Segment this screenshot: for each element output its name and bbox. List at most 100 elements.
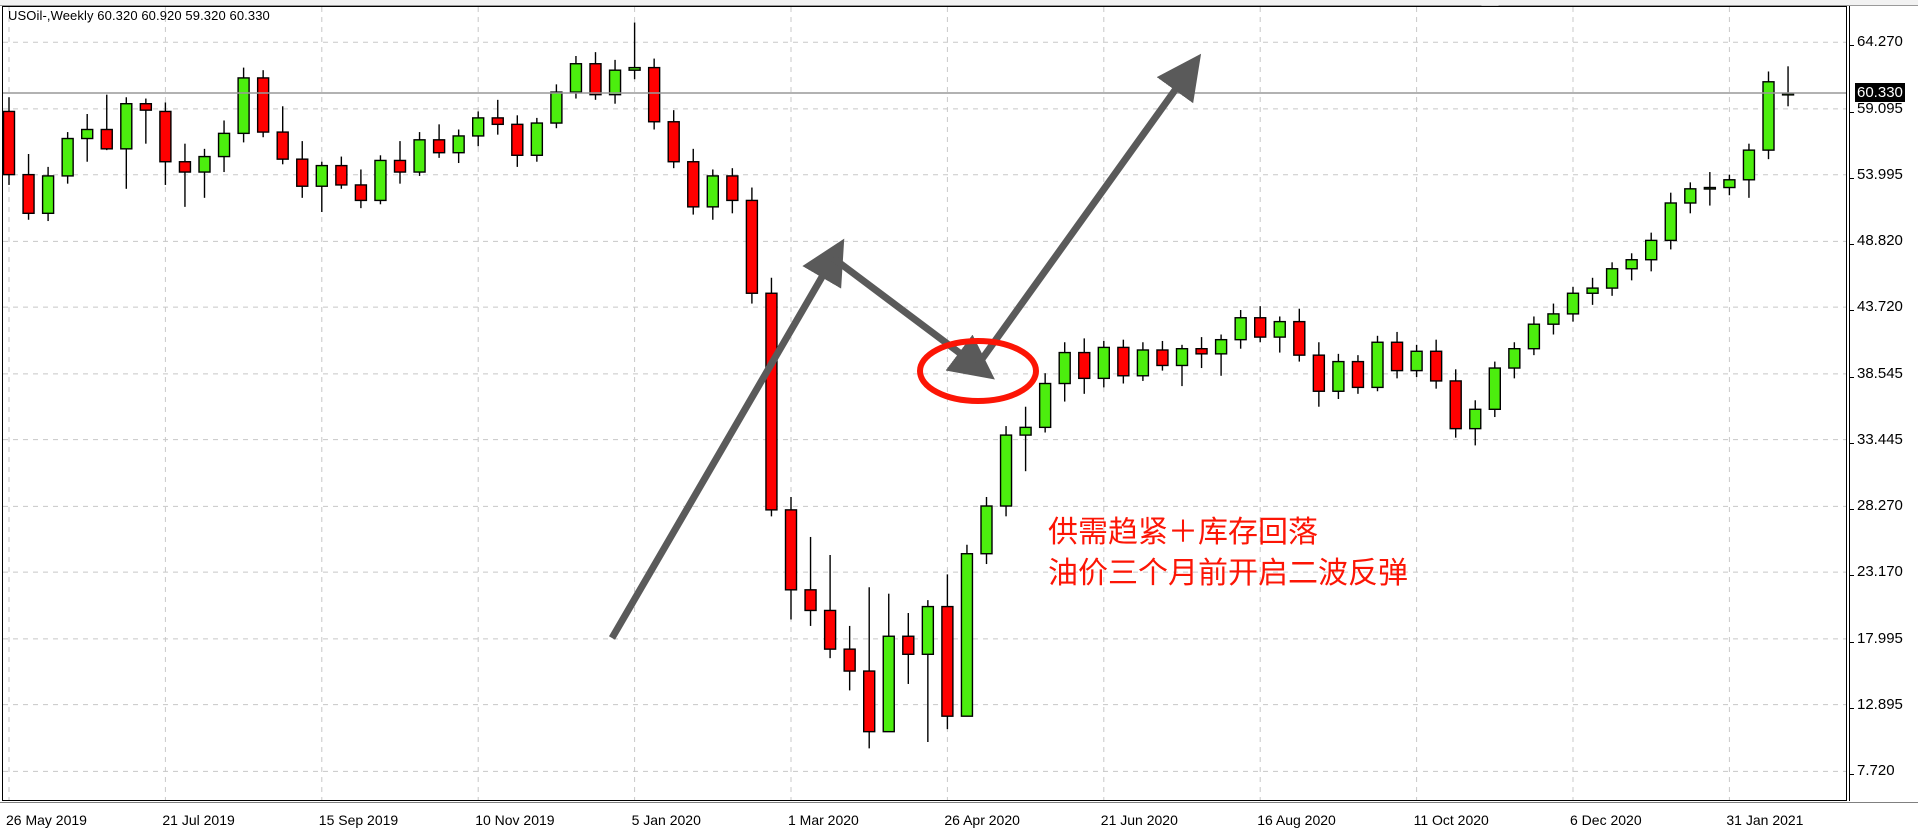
candle-body [589,63,602,96]
price-tick-label: 43.720 [1857,298,1903,316]
window-top-strip [0,0,1918,6]
candle-body [1253,317,1267,338]
price-tick-mark [1849,774,1854,776]
candle-body [882,635,895,733]
candle-body [1410,350,1423,372]
candle-body [1097,346,1111,380]
price-tick-label: 23.170 [1857,563,1903,581]
candle-body [1156,349,1169,367]
ascending-trendline[interactable] [974,53,1202,369]
candle-body [1547,313,1560,325]
current-price-label: 60.330 [1855,83,1905,102]
candle-body [80,128,94,140]
price-tick-label: 12.895 [1857,695,1903,713]
candle-body [1273,320,1286,338]
candle-body [1566,292,1580,315]
date-tick-label: 21 Jul 2019 [162,812,235,828]
candle-body [491,117,504,126]
price-tick-mark [1849,707,1854,709]
candle-body [765,292,778,511]
candle-body [843,648,856,672]
candle-body [1214,338,1228,355]
price-tick-label: 7.720 [1857,762,1895,780]
date-tick-label: 11 Oct 2020 [1413,812,1489,828]
date-tick-label: 16 Aug 2020 [1257,812,1336,828]
candle-body [941,605,954,717]
candle-body [315,164,328,187]
candle-body [1684,188,1697,204]
candle-body [1078,351,1091,380]
descending-trendline[interactable] [830,255,995,380]
price-tick-label: 17.995 [1857,629,1903,647]
price-tick-mark [1849,45,1854,47]
candle-body [1723,179,1736,189]
candle-body [1351,360,1365,389]
price-tick-mark [1849,575,1854,577]
date-tick-label: 5 Jan 2020 [631,812,701,828]
date-tick-label: 15 Sep 2019 [318,812,399,828]
candle-body [1469,408,1482,430]
candle-body [608,69,622,96]
candle-body [1175,347,1189,367]
candle-body [452,135,465,154]
candle-body [1058,351,1071,385]
candle-body [745,199,759,294]
candle-body [178,161,192,173]
candle-body [1371,341,1384,389]
symbol-header: USOil-,Weekly 60.320 60.920 59.320 60.33… [8,8,270,23]
candle-body [61,137,74,177]
date-axis[interactable]: 26 May 2019 21 Jul 2019 15 Sep 2019 10 Nov … [0,802,1918,840]
price-tick-mark [1849,509,1854,511]
price-tick-mark [1849,376,1854,378]
candle-body [41,175,55,215]
price-tick-label: 28.270 [1857,497,1903,515]
candle-body [1664,202,1677,242]
price-tick-mark [1849,111,1854,113]
candle-body [1019,426,1032,436]
date-tick-label: 31 Jan 2021 [1726,812,1804,828]
candle-body [432,139,446,154]
date-tick-label: 26 Apr 2020 [944,812,1020,828]
candle-body [1195,347,1208,355]
candle-body [1117,346,1130,377]
candle-body [980,505,993,555]
candle-body [1762,81,1775,151]
candle-body [530,122,544,156]
price-tick-mark [1849,442,1854,444]
price-tick-label: 59.095 [1857,99,1903,117]
candle-body [647,66,661,123]
date-tick-label: 6 Dec 2020 [1570,812,1642,828]
candle-body [217,132,231,158]
price-tick-mark [1849,641,1854,643]
candle-body [1742,149,1756,181]
ascending-trendline-leg1[interactable] [608,238,845,640]
candle-body [1429,350,1443,382]
annotation-line-1: 供需趋紧＋库存回落 [1048,515,1318,550]
candle-body [1508,347,1521,369]
candle-body [921,605,935,655]
candlestick-svg [3,7,1846,800]
candle-body [276,131,289,160]
candle-body [256,77,270,133]
candle-body [960,553,974,717]
candle-body [1312,354,1326,392]
price-tick-label: 48.820 [1857,232,1903,250]
price-axis[interactable]: 64.270 59.095 53.995 48.820 43.720 38.545 33.4… [1849,6,1918,801]
date-tick-label: 10 Nov 2019 [475,812,555,828]
candle-body [198,155,211,173]
candle-body [354,184,368,202]
candle-body [902,635,915,655]
candle-body [784,509,798,591]
date-tick-label: 21 Jun 2020 [1100,812,1178,828]
candle-body [1488,367,1502,411]
candle-body [413,139,426,173]
candle-body [511,123,524,156]
candle-body [804,589,817,612]
price-tick-mark [1849,177,1854,179]
candle-body [1234,317,1247,341]
candle-body [667,121,680,163]
chart-plot-area[interactable] [3,7,1846,800]
price-tick-label: 38.545 [1857,364,1903,382]
price-tick-label: 64.270 [1857,33,1903,51]
